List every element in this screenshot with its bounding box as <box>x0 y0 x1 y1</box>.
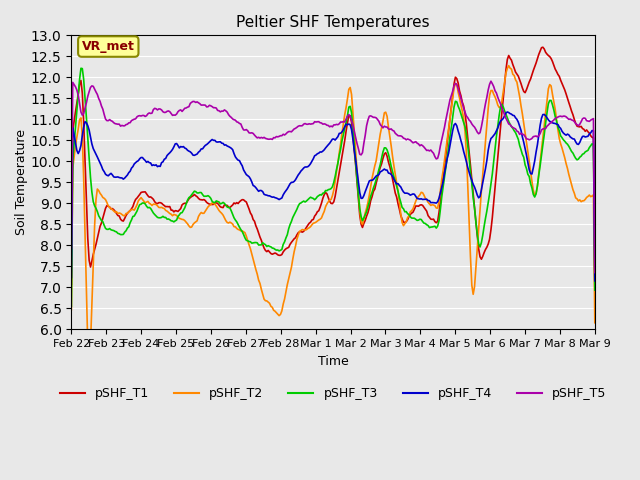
Y-axis label: Soil Temperature: Soil Temperature <box>15 129 28 235</box>
Legend: pSHF_T1, pSHF_T2, pSHF_T3, pSHF_T4, pSHF_T5: pSHF_T1, pSHF_T2, pSHF_T3, pSHF_T4, pSHF… <box>55 383 611 406</box>
pSHF_T5 <box>487 78 495 84</box>
pSHF_T5 <box>591 270 598 276</box>
pSHF_T3 <box>77 65 84 71</box>
pSHF_T1 <box>85 257 93 263</box>
pSHF_T4 <box>85 127 93 133</box>
pSHF_T5 <box>588 117 596 122</box>
pSHF_T3 <box>591 287 598 293</box>
X-axis label: Time: Time <box>317 355 348 368</box>
pSHF_T3 <box>588 141 596 147</box>
pSHF_T5 <box>102 116 109 122</box>
pSHF_T2 <box>85 359 93 365</box>
pSHF_T2 <box>103 200 111 205</box>
pSHF_T4 <box>588 128 596 133</box>
pSHF_T2 <box>68 307 76 312</box>
pSHF_T1 <box>68 281 76 287</box>
pSHF_T2 <box>86 341 94 347</box>
pSHF_T5 <box>337 119 344 125</box>
pSHF_T1 <box>591 283 598 289</box>
pSHF_T3 <box>86 175 94 180</box>
pSHF_T4 <box>102 171 109 177</box>
pSHF_T4 <box>504 109 511 115</box>
pSHF_T5 <box>440 124 448 130</box>
pSHF_T2 <box>521 130 529 135</box>
pSHF_T3 <box>442 165 450 171</box>
pSHF_T4 <box>520 139 527 145</box>
pSHF_T2 <box>442 147 450 153</box>
pSHF_T4 <box>68 275 76 280</box>
Line: pSHF_T4: pSHF_T4 <box>72 112 595 281</box>
pSHF_T5 <box>68 245 76 251</box>
Line: pSHF_T5: pSHF_T5 <box>72 81 595 273</box>
Line: pSHF_T3: pSHF_T3 <box>72 68 595 306</box>
pSHF_T4 <box>591 278 598 284</box>
pSHF_T2 <box>505 63 513 69</box>
pSHF_T1 <box>518 85 526 91</box>
pSHF_T1 <box>539 44 547 50</box>
pSHF_T1 <box>588 134 596 140</box>
pSHF_T2 <box>591 320 598 325</box>
pSHF_T3 <box>338 138 346 144</box>
pSHF_T1 <box>102 205 109 211</box>
Title: Peltier SHF Temperatures: Peltier SHF Temperatures <box>236 15 430 30</box>
pSHF_T3 <box>68 303 76 309</box>
Text: VR_met: VR_met <box>82 40 134 53</box>
pSHF_T4 <box>440 170 448 176</box>
pSHF_T1 <box>440 163 448 169</box>
Line: pSHF_T1: pSHF_T1 <box>72 47 595 286</box>
pSHF_T1 <box>337 162 344 168</box>
pSHF_T3 <box>520 155 527 160</box>
pSHF_T5 <box>520 132 527 137</box>
pSHF_T5 <box>85 89 93 95</box>
pSHF_T2 <box>338 131 346 136</box>
pSHF_T2 <box>589 192 597 198</box>
pSHF_T3 <box>103 227 111 232</box>
Line: pSHF_T2: pSHF_T2 <box>72 66 595 362</box>
pSHF_T4 <box>337 131 344 136</box>
